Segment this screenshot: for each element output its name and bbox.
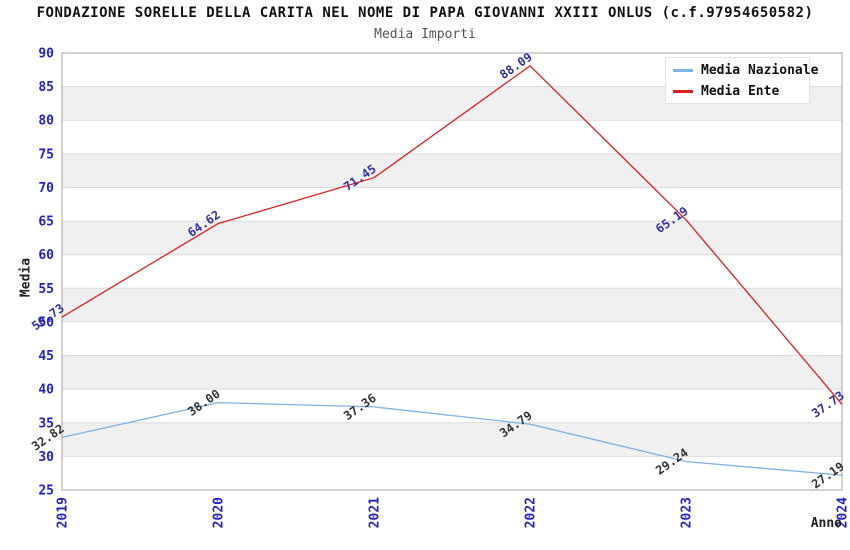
x-tick-label: 2023 bbox=[680, 497, 695, 528]
x-tick-label: 2024 bbox=[836, 497, 850, 528]
media-ente-line-icon bbox=[673, 89, 693, 93]
grid-band bbox=[62, 456, 842, 490]
y-tick-label: 30 bbox=[38, 450, 54, 465]
grid-band bbox=[62, 120, 842, 154]
y-axis-label: Media bbox=[18, 257, 34, 298]
chart-subtitle: Media Importi bbox=[374, 27, 476, 42]
y-tick-label: 50 bbox=[38, 315, 54, 330]
legend-label: Media Ente bbox=[701, 83, 780, 99]
x-tick-label: 2021 bbox=[368, 497, 383, 528]
y-tick-label: 40 bbox=[38, 383, 54, 398]
x-tick-label: 2020 bbox=[212, 497, 227, 528]
x-axis-label: Anno bbox=[810, 516, 842, 531]
plot-border bbox=[61, 52, 843, 491]
legend-label: Media Nazionale bbox=[701, 62, 819, 78]
y-tick-label: 60 bbox=[38, 248, 54, 263]
grid-band bbox=[62, 288, 842, 322]
y-tick-label: 90 bbox=[38, 47, 54, 62]
y-tick-label: 80 bbox=[38, 114, 54, 129]
legend-item-media-ente: Media Ente bbox=[673, 84, 809, 99]
y-tick-label: 65 bbox=[38, 215, 54, 230]
grid-band bbox=[62, 389, 842, 423]
grid-band bbox=[62, 422, 842, 457]
grid-band bbox=[62, 221, 842, 255]
legend-item-media-nazionale: Media Nazionale bbox=[673, 63, 818, 78]
y-tick-label: 75 bbox=[38, 147, 54, 162]
y-tick-label: 25 bbox=[38, 484, 54, 499]
grid-band bbox=[62, 254, 842, 289]
legend: Media Nazionale Media Ente bbox=[665, 57, 818, 104]
y-tick-label: 85 bbox=[38, 80, 54, 95]
chart-title: FONDAZIONE SORELLE DELLA CARITA NEL NOME… bbox=[36, 5, 814, 21]
media-nazionale-line-icon bbox=[673, 68, 693, 72]
x-tick-label: 2022 bbox=[524, 497, 539, 528]
grid-band bbox=[62, 321, 842, 356]
grid-band bbox=[62, 355, 842, 390]
x-tick-label: 2019 bbox=[56, 497, 71, 528]
y-tick-label: 70 bbox=[38, 181, 54, 196]
series-line bbox=[61, 64, 843, 405]
grid-band bbox=[62, 153, 842, 188]
series-line bbox=[61, 401, 843, 476]
y-tick-label: 45 bbox=[38, 349, 54, 364]
y-tick-label: 55 bbox=[38, 282, 54, 297]
grid-band bbox=[62, 187, 842, 222]
y-tick-label: 35 bbox=[38, 416, 54, 431]
